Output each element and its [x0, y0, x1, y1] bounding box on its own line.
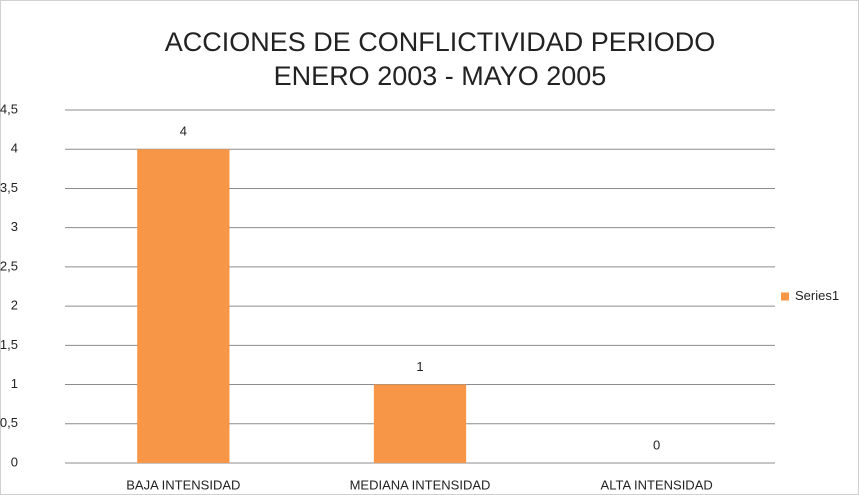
- y-tick-label: 0,5: [0, 415, 18, 430]
- data-label: 0: [653, 437, 660, 452]
- legend-swatch: [781, 292, 789, 301]
- y-tick-label: 1,5: [0, 337, 18, 352]
- x-tick-label: ALTA INTENSIDAD: [601, 477, 713, 492]
- bar: [137, 149, 230, 463]
- y-tick-label: 1: [11, 376, 18, 391]
- x-tick-label: BAJA INTENSIDAD: [126, 477, 240, 492]
- chart-title: ACCIONES DE CONFLICTIVIDAD PERIODO: [165, 27, 716, 57]
- y-tick-label: 2: [11, 298, 18, 313]
- x-tick-label: MEDIANA INTENSIDAD: [350, 477, 491, 492]
- y-tick-label: 0: [11, 454, 18, 469]
- y-tick-label: 4: [11, 141, 18, 156]
- y-tick-label: 4,5: [0, 101, 18, 116]
- chart-title: ENERO 2003 - MAYO 2005: [274, 61, 607, 91]
- y-tick-label: 3,5: [0, 180, 18, 195]
- data-label: 4: [180, 124, 187, 139]
- y-tick-label: 2,5: [0, 258, 18, 273]
- data-label: 1: [416, 359, 423, 374]
- y-tick-label: 3: [11, 219, 18, 234]
- legend-label: Series1: [795, 288, 839, 303]
- bar: [373, 384, 467, 463]
